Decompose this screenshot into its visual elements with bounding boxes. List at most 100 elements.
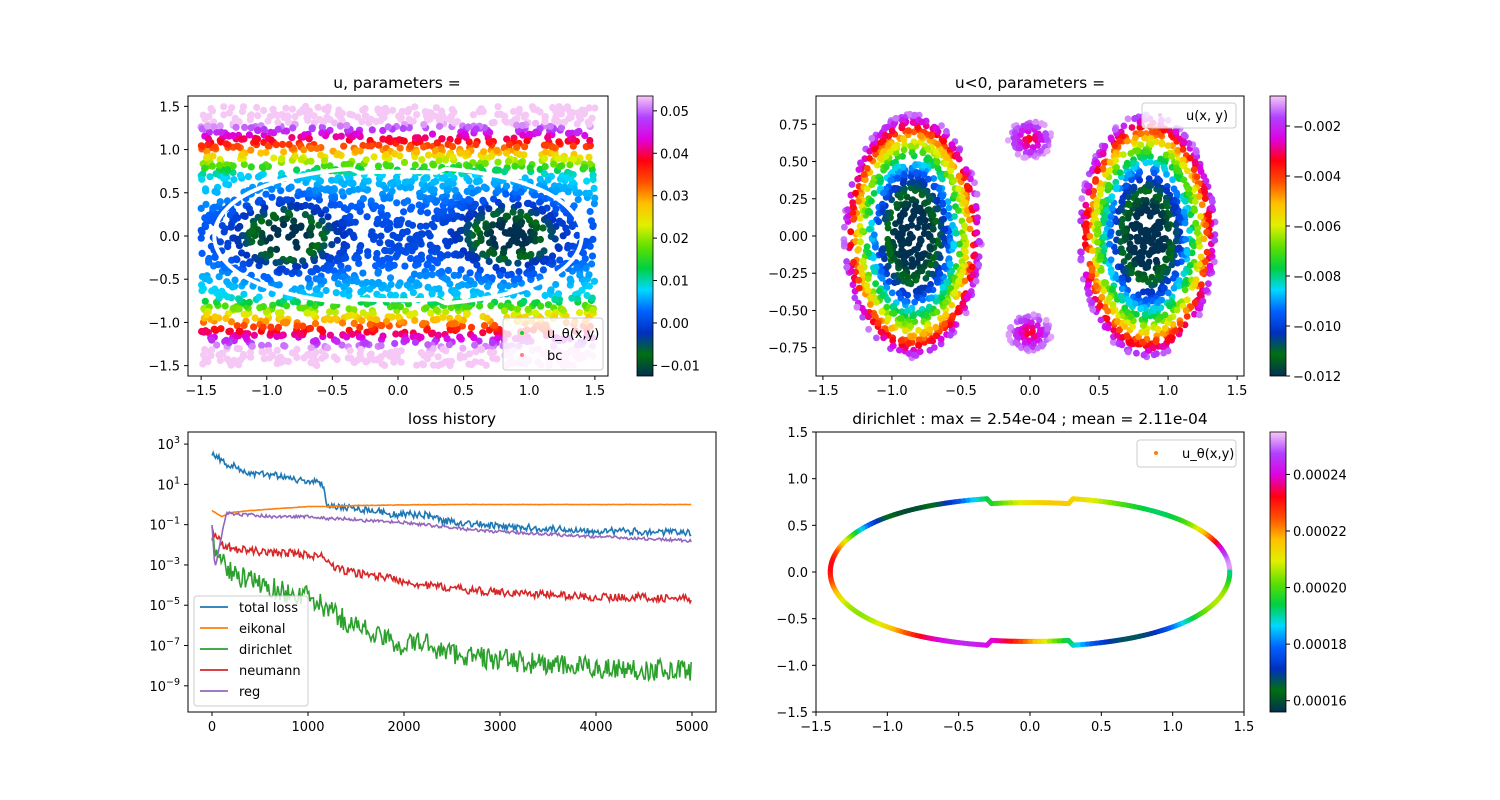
scatter-point (314, 206, 322, 214)
scatter-point (883, 303, 891, 311)
scatter-point (1093, 159, 1101, 167)
scatter-point (1171, 270, 1179, 277)
scatter-point (966, 225, 974, 233)
scatter-point (338, 218, 346, 226)
scatter-point (306, 299, 314, 307)
scatter-point (907, 184, 915, 192)
scatter-point (1124, 348, 1132, 356)
scatter-point (423, 209, 432, 217)
scatter-point (1133, 311, 1140, 318)
scatter-point (339, 272, 347, 280)
scatter-point (197, 234, 205, 242)
scatter-point (251, 314, 259, 322)
scatter-point (439, 313, 447, 321)
scatter-point (396, 144, 404, 152)
scatter-point (443, 335, 451, 343)
scatter-point (841, 239, 848, 247)
scatter-point (457, 251, 465, 259)
scatter-point (209, 204, 217, 212)
scatter-point (971, 251, 979, 259)
scatter-point (242, 311, 250, 319)
scatter-point (1145, 175, 1153, 183)
scatter-point (590, 277, 599, 285)
scatter-point (975, 261, 983, 269)
scatter-point (424, 341, 432, 349)
scatter-point (377, 342, 385, 350)
scatter-point (1093, 196, 1101, 204)
scatter-point (369, 309, 377, 317)
scatter-point (536, 108, 544, 116)
scatter-point (382, 247, 390, 255)
scatter-point (433, 197, 441, 205)
colorbar-tick-label: 0.00 (660, 317, 689, 332)
scatter-point (1209, 198, 1216, 206)
scatter-point (251, 253, 259, 262)
scatter-point (403, 281, 411, 289)
scatter-point (1131, 248, 1138, 256)
scatter-point (303, 309, 311, 317)
scatter-point (1187, 303, 1195, 311)
scatter-point (1085, 188, 1092, 196)
scatter-point (939, 199, 946, 207)
scatter-point (941, 320, 948, 328)
scatter-point (872, 243, 879, 251)
y-tick-label: 1.5 (159, 100, 180, 115)
scatter-point (911, 111, 919, 119)
scatter-point (418, 156, 426, 164)
scatter-point (197, 142, 205, 150)
scatter-point (899, 209, 907, 216)
scatter-point (1197, 302, 1204, 309)
scatter-point (1181, 286, 1189, 294)
scatter-point (581, 163, 589, 171)
scatter-point (857, 264, 864, 272)
scatter-point (517, 188, 525, 196)
scatter-point (1190, 281, 1198, 289)
scatter-point (374, 215, 382, 223)
scatter-point (1163, 198, 1170, 206)
scatter-point (864, 275, 872, 282)
scatter-point (1205, 280, 1212, 288)
scatter-point (589, 222, 597, 231)
scatter-point (340, 142, 348, 150)
scatter-point (514, 259, 522, 267)
scatter-point (905, 127, 912, 135)
scatter-point (1105, 181, 1113, 189)
scatter-point (1191, 158, 1199, 166)
scatter-point (236, 171, 245, 179)
scatter-point (377, 204, 385, 212)
scatter-point (489, 354, 497, 362)
scatter-point (401, 178, 409, 186)
scatter-point (520, 297, 528, 305)
scatter-point (930, 183, 938, 191)
scatter-point (446, 362, 454, 370)
scatter-point (946, 321, 953, 329)
scatter-point (1025, 123, 1032, 130)
scatter-point (397, 113, 405, 121)
scatter-point (569, 242, 577, 250)
scatter-point (1107, 228, 1115, 236)
scatter-point (491, 321, 499, 330)
scatter-point (204, 275, 212, 283)
scatter-point (446, 326, 455, 334)
scatter-point (437, 268, 446, 276)
scatter-point (1186, 154, 1194, 162)
scatter-point (267, 323, 275, 331)
scatter-point (1136, 270, 1144, 278)
scatter-point (198, 281, 206, 289)
scatter-point (498, 283, 506, 291)
scatter-point (1160, 163, 1168, 171)
scatter-point (283, 318, 291, 326)
scatter-point (348, 330, 356, 338)
scatter-point (362, 278, 371, 286)
scatter-point (291, 267, 299, 275)
scatter-point (265, 354, 274, 362)
scatter-point (235, 345, 243, 353)
scatter-point (525, 130, 533, 138)
scatter-point (408, 203, 416, 211)
scatter-point (1100, 233, 1108, 241)
scatter-point (459, 344, 467, 352)
scatter-point (461, 131, 469, 139)
scatter-point (588, 252, 597, 260)
scatter-point (1131, 225, 1138, 233)
scatter-point (513, 115, 521, 123)
